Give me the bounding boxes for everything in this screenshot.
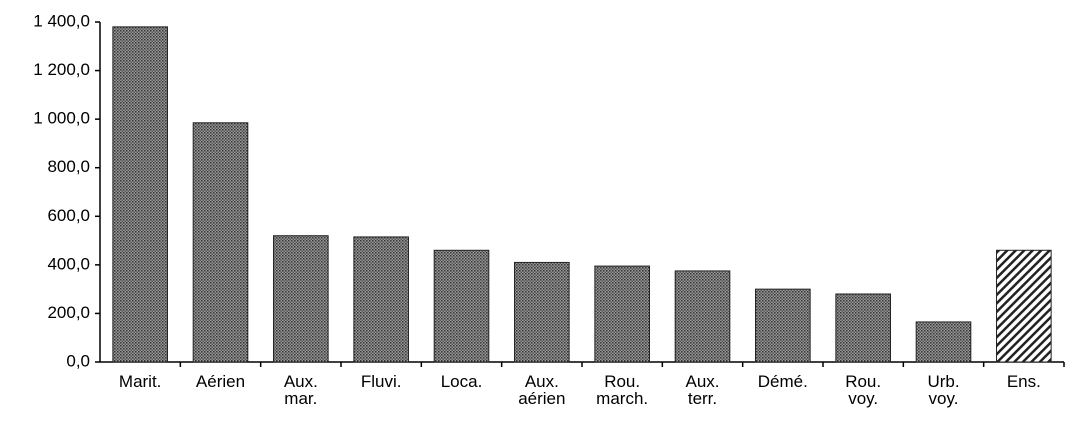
x-tick-label: Ens.	[1006, 372, 1041, 391]
x-tick-label: Aux. terr.	[685, 372, 720, 408]
bar	[755, 288, 811, 363]
x-tick-label: Aérien	[195, 372, 246, 391]
bar	[915, 321, 972, 363]
bar	[674, 270, 731, 363]
y-tick-label: 800,0	[47, 157, 90, 176]
y-tick-label: 1 200,0	[33, 60, 90, 79]
x-tick-label: Rou. march.	[596, 372, 649, 408]
x-tick-label: Marit.	[118, 372, 162, 391]
bar	[594, 265, 650, 363]
y-tick-label: 600,0	[47, 206, 90, 225]
x-tick-label: Aux. aérien	[518, 372, 566, 408]
x-tick-label: Fluvi.	[360, 372, 402, 391]
y-tick-label: 200,0	[47, 303, 90, 322]
bar	[514, 261, 570, 363]
x-tick-label: Urb. voy.	[927, 372, 960, 408]
bar	[353, 236, 409, 363]
bar	[835, 293, 891, 363]
x-tick-label: Loca.	[440, 372, 483, 391]
x-tick-label: Aux. mar.	[283, 372, 318, 408]
y-tick-label: 0,0	[66, 351, 90, 370]
y-tick-label: 1 400,0	[33, 11, 90, 30]
bar	[996, 249, 1052, 363]
x-tick-label: Rou. voy.	[845, 372, 882, 408]
bar	[433, 249, 490, 363]
bar	[112, 26, 168, 363]
bar	[192, 122, 249, 363]
y-tick-label: 1 000,0	[33, 109, 90, 128]
bar	[273, 235, 329, 363]
x-tick-label: Démé.	[757, 372, 808, 391]
y-tick-label: 400,0	[47, 254, 90, 273]
